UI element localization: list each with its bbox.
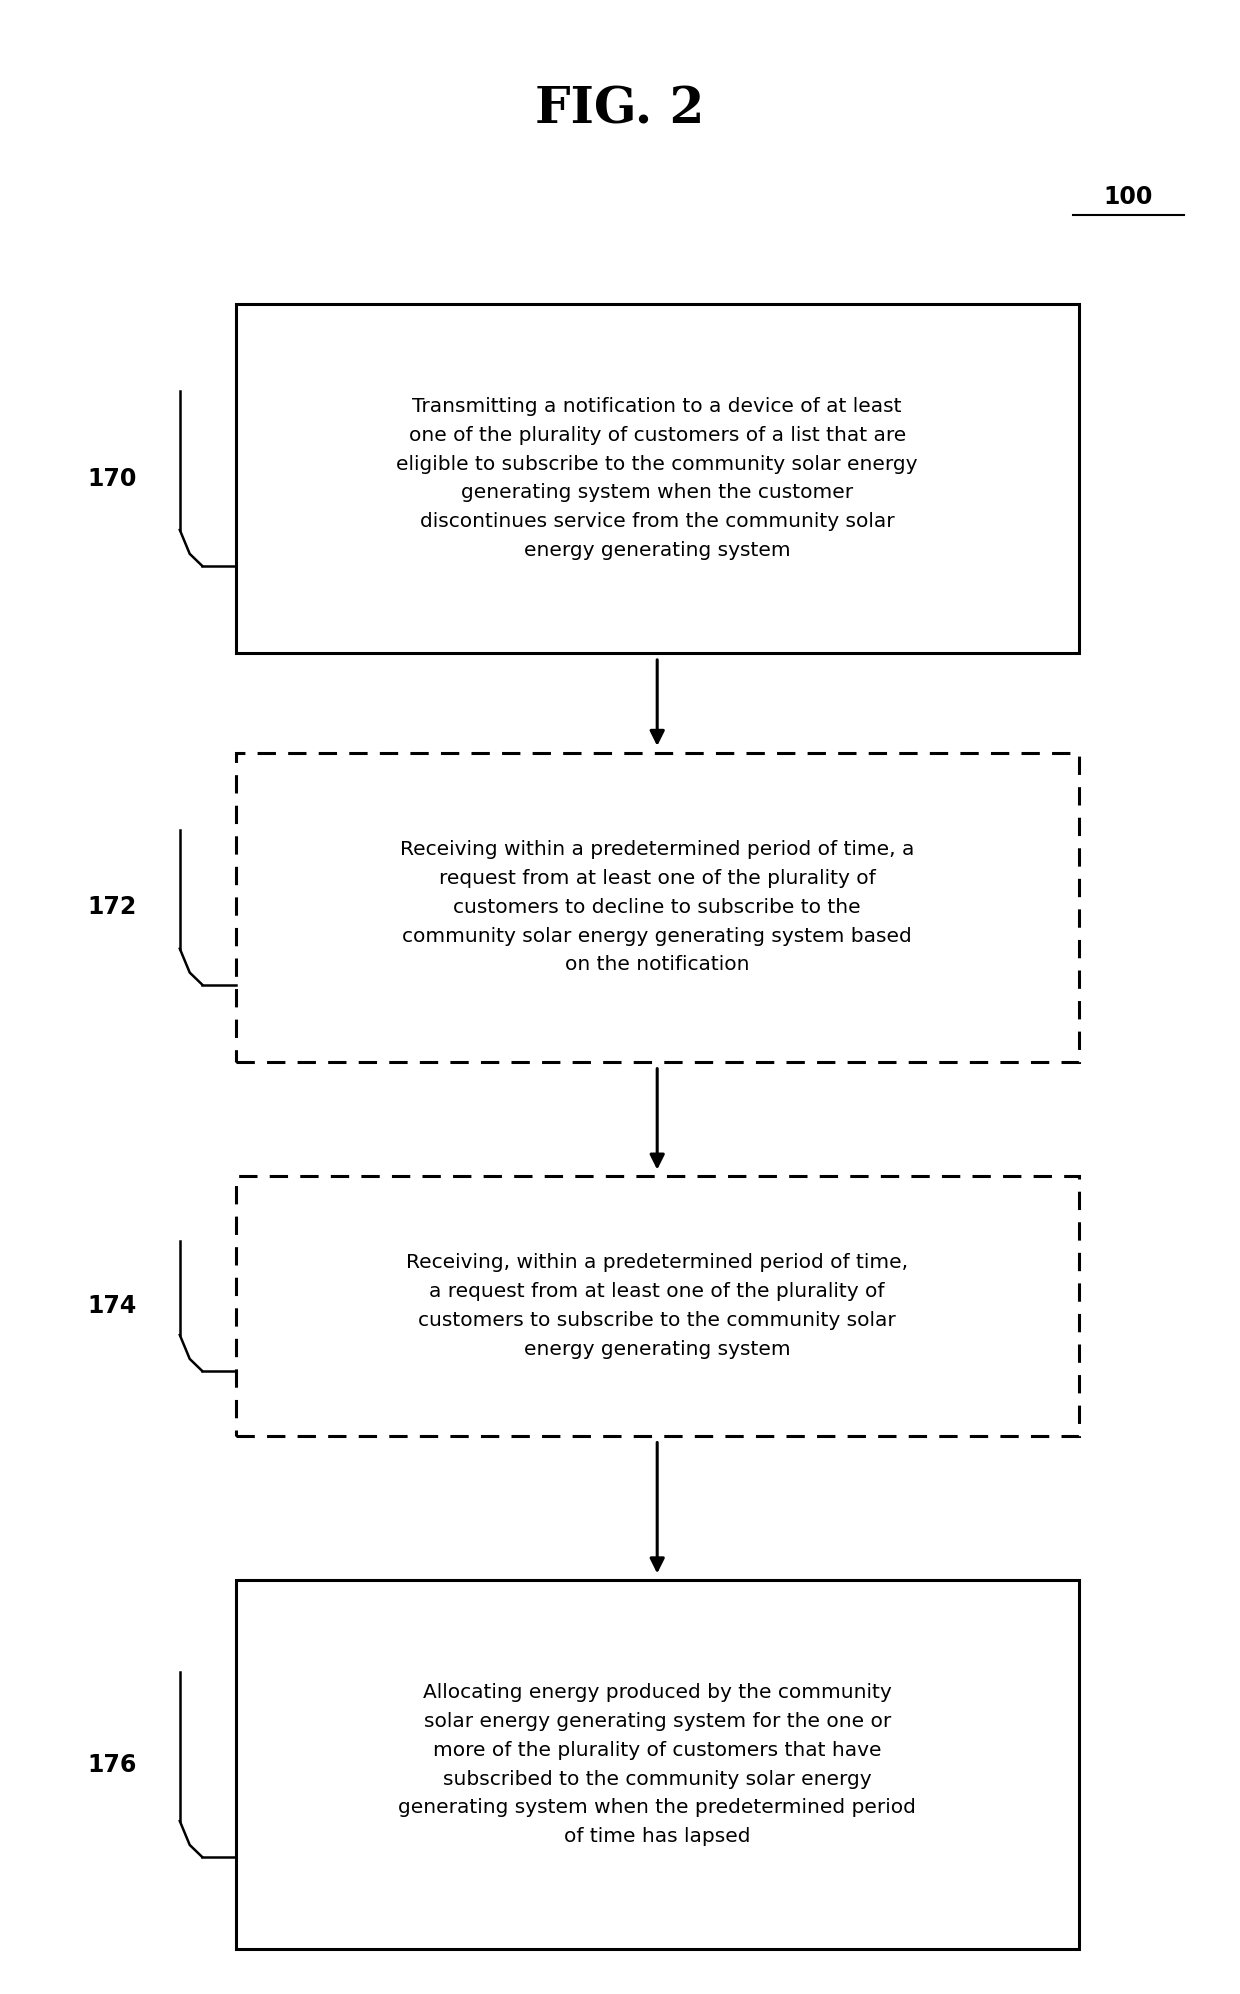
Bar (236, 1176, 1079, 1436)
Text: 176: 176 (87, 1753, 136, 1777)
Bar (236, 305, 1079, 654)
Text: Receiving within a predetermined period of time, a
request from at least one of : Receiving within a predetermined period … (401, 839, 914, 975)
Text: 170: 170 (87, 467, 136, 491)
Text: 174: 174 (87, 1294, 136, 1318)
Text: 172: 172 (87, 895, 136, 919)
Text: Allocating energy produced by the community
solar energy generating system for t: Allocating energy produced by the commun… (398, 1683, 916, 1846)
Text: Transmitting a notification to a device of at least
one of the plurality of cust: Transmitting a notification to a device … (397, 397, 918, 560)
Text: FIG. 2: FIG. 2 (536, 86, 704, 134)
Bar (236, 1579, 1079, 1950)
Text: Receiving, within a predetermined period of time,
a request from at least one of: Receiving, within a predetermined period… (407, 1254, 908, 1358)
Bar (236, 752, 1079, 1061)
Text: 100: 100 (1104, 185, 1153, 209)
